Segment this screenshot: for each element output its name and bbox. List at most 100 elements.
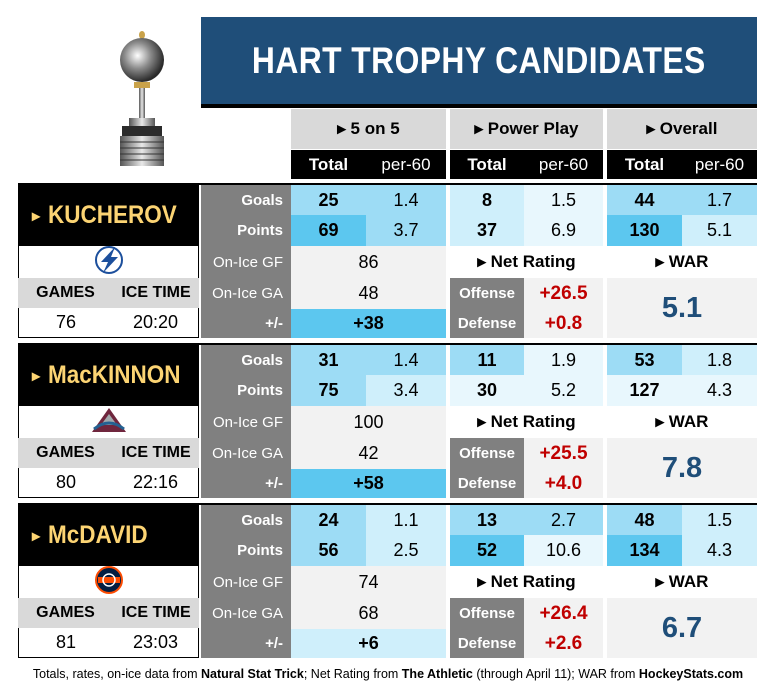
war-header: ▸ WAR [607, 566, 757, 598]
on-ice-gf-label: On-Ice GF [201, 246, 291, 278]
points-all_total: 134 [607, 535, 682, 566]
offense-value: +26.4 [524, 598, 603, 629]
ice-time-label: ICE TIME [113, 438, 199, 468]
points-all_total: 127 [607, 375, 682, 406]
footer-text-1: Totals, rates, on-ice data from [32, 667, 202, 681]
team-logo [18, 245, 199, 280]
games-label: GAMES [18, 278, 113, 308]
goals-row-label: Goals [201, 345, 291, 375]
games-value: 81 [18, 628, 113, 658]
footer-text-3: (through April 11); WAR from [472, 667, 639, 681]
section-divider [18, 183, 757, 185]
goals-pp_per60: 2.7 [524, 505, 603, 535]
plus-minus-label: +/- [201, 629, 291, 658]
team-icon [89, 405, 129, 440]
player-arrow-icon: ▸ [32, 527, 41, 545]
player-arrow-icon: ▸ [32, 367, 41, 385]
goals-5v5_total: 31 [291, 345, 366, 375]
war-value: 7.8 [607, 438, 757, 498]
games-label: GAMES [18, 438, 113, 468]
goals-pp_total: 11 [450, 345, 524, 375]
player-name-banner: ▸ McDAVID [18, 505, 199, 566]
net-rating-header: ▸ Net Rating [450, 566, 603, 598]
on-ice-ga-value: 48 [291, 278, 446, 309]
war-header: ▸ WAR [607, 406, 757, 438]
net-rating-header: ▸ Net Rating [450, 246, 603, 278]
points-pp_total: 37 [450, 215, 524, 246]
plus-minus-label: +/- [201, 309, 291, 338]
war-value: 5.1 [607, 278, 757, 338]
team-logo [18, 565, 199, 598]
on-ice-gf-label: On-Ice GF [201, 406, 291, 438]
points-pp_total: 30 [450, 375, 524, 406]
defense-label: Defense [450, 469, 524, 498]
defense-value: +2.6 [524, 629, 603, 658]
player-name-banner: ▸ MacKINNON [18, 345, 199, 406]
goals-row-label: Goals [201, 505, 291, 535]
offense-label: Offense [450, 438, 524, 469]
on-ice-ga-value: 68 [291, 598, 446, 629]
header-5on5: ▸ 5 on 5 [291, 109, 446, 149]
section-divider [18, 503, 757, 505]
goals-5v5_total: 25 [291, 185, 366, 215]
hart-trophy-icon [112, 30, 172, 170]
page-title-text: HART TROPHY CANDIDATES [252, 39, 706, 81]
offense-value: +25.5 [524, 438, 603, 469]
points-all_per60: 4.3 [682, 375, 757, 406]
source-footer: Totals, rates, on-ice data from Natural … [0, 667, 776, 681]
net-rating-header: ▸ Net Rating [450, 406, 603, 438]
goals-row-label: Goals [201, 185, 291, 215]
goals-5v5_per60: 1.4 [366, 345, 446, 375]
offense-label: Offense [450, 598, 524, 629]
player-name: KUCHEROV [48, 201, 177, 229]
war-value: 6.7 [607, 598, 757, 658]
plus-minus-value: +6 [291, 629, 446, 658]
subheader-pp-total: Total [450, 150, 524, 179]
team-icon [89, 245, 129, 280]
on-ice-ga-label: On-Ice GA [201, 598, 291, 629]
ice-time-label: ICE TIME [113, 278, 199, 308]
defense-label: Defense [450, 629, 524, 658]
points-pp_per60: 10.6 [524, 535, 603, 566]
points-row-label: Points [201, 535, 291, 566]
plus-minus-value: +38 [291, 309, 446, 338]
points-5v5_per60: 2.5 [366, 535, 446, 566]
defense-value: +4.0 [524, 469, 603, 498]
team-logo [18, 406, 199, 438]
points-pp_total: 52 [450, 535, 524, 566]
points-all_total: 130 [607, 215, 682, 246]
ice-time-label: ICE TIME [113, 598, 199, 628]
column-gap [603, 505, 607, 658]
offense-label: Offense [450, 278, 524, 309]
points-5v5_per60: 3.4 [366, 375, 446, 406]
footer-source-hockeystats: HockeyStats.com [638, 667, 744, 681]
player-arrow-icon: ▸ [32, 207, 41, 225]
section-divider [18, 343, 757, 345]
ice-time-value: 20:20 [113, 308, 199, 338]
player-name-banner: ▸ KUCHEROV [18, 185, 199, 246]
column-gap [603, 185, 607, 338]
ice-time-value: 22:16 [113, 468, 199, 498]
column-gap [446, 505, 450, 658]
header-power-play: ▸ Power Play [450, 109, 603, 149]
war-header: ▸ WAR [607, 246, 757, 278]
on-ice-ga-value: 42 [291, 438, 446, 469]
goals-5v5_total: 24 [291, 505, 366, 535]
footer-source-nst: Natural Stat Trick [201, 667, 304, 681]
page-title: HART TROPHY CANDIDATES [201, 17, 757, 104]
subheader-overall-total: Total [607, 150, 682, 179]
on-ice-gf-value: 86 [291, 246, 446, 278]
games-label: GAMES [18, 598, 113, 628]
title-underline [201, 104, 757, 108]
points-pp_per60: 6.9 [524, 215, 603, 246]
ice-time-value: 23:03 [113, 628, 199, 658]
on-ice-gf-value: 74 [291, 566, 446, 598]
player-name: MacKINNON [48, 361, 181, 389]
player-name: McDAVID [48, 521, 148, 549]
column-gap [603, 345, 607, 498]
goals-pp_total: 13 [450, 505, 524, 535]
column-gap [446, 345, 450, 498]
points-all_per60: 4.3 [682, 535, 757, 566]
games-value: 76 [18, 308, 113, 338]
points-all_per60: 5.1 [682, 215, 757, 246]
